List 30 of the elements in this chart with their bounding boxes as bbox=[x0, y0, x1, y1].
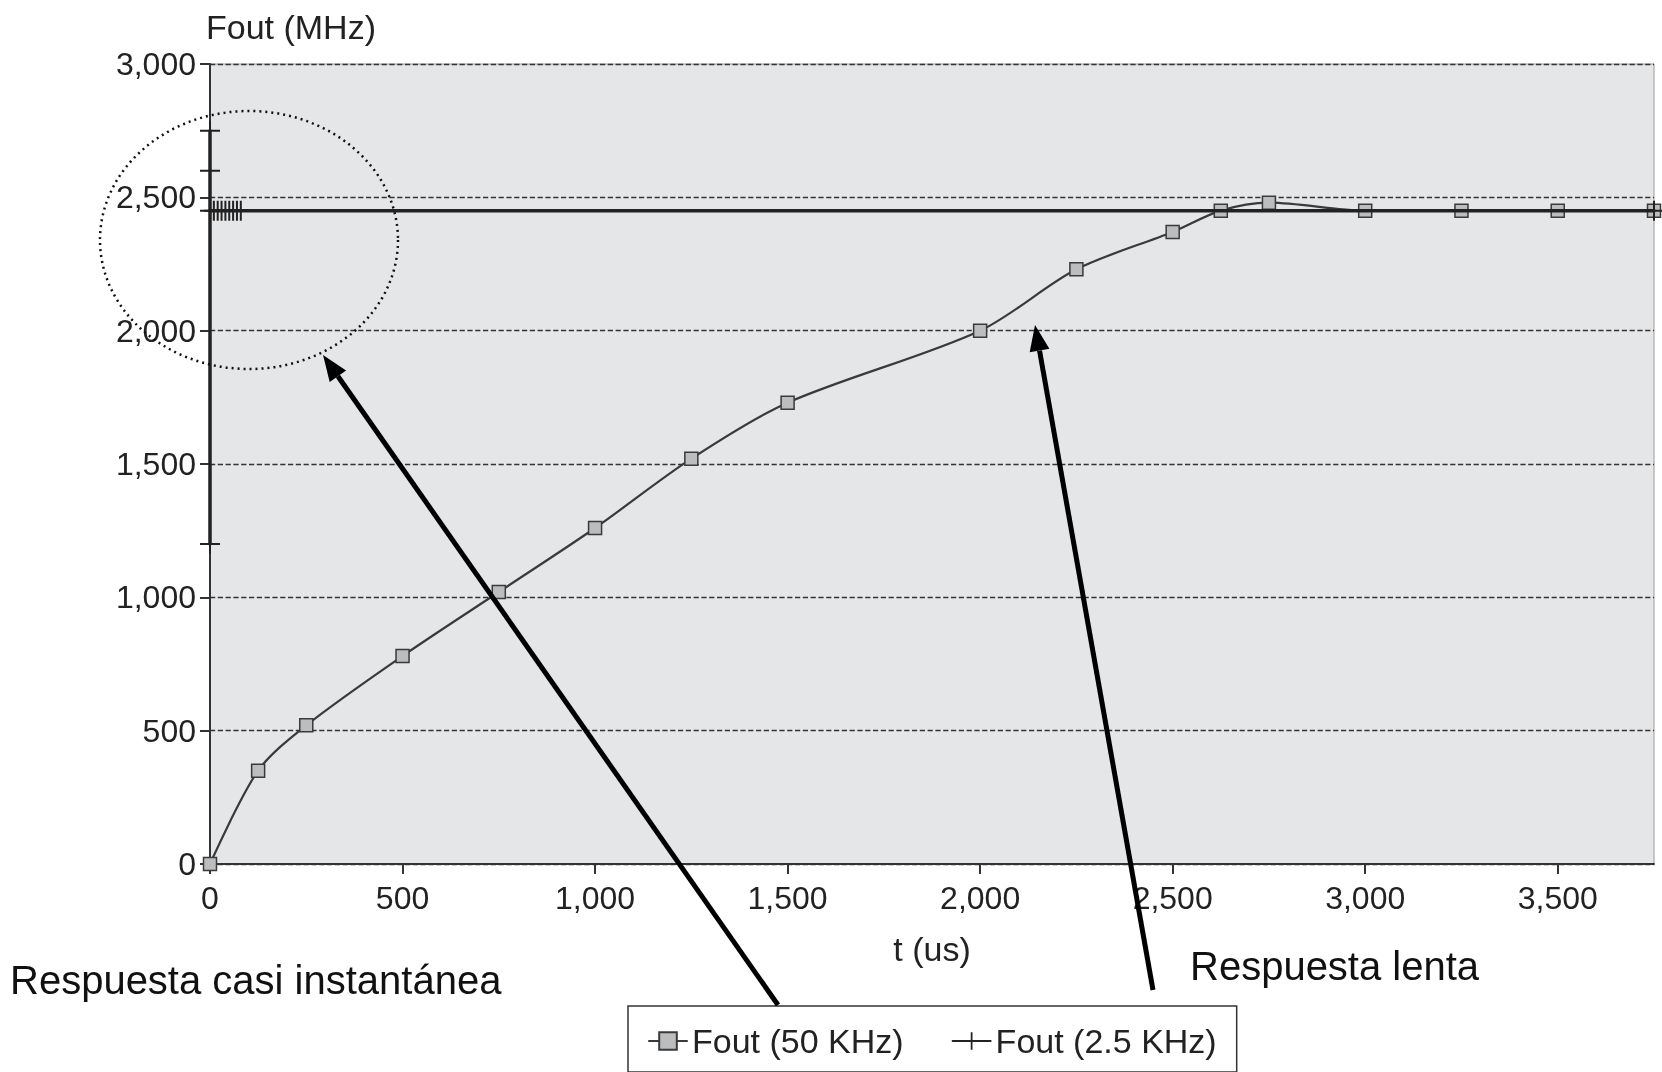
point bbox=[1165, 224, 1180, 240]
point bbox=[250, 763, 266, 778]
point bbox=[972, 323, 988, 338]
point bbox=[684, 451, 699, 466]
y-tick-label: 2,000 bbox=[115, 312, 196, 349]
text: Respuesta casi instantánea bbox=[10, 958, 502, 1003]
point bbox=[395, 648, 410, 664]
x-tick-label: 2,000 bbox=[940, 880, 1021, 916]
legend-label: Fout (2.5 KHz) bbox=[995, 1022, 1217, 1060]
y-tick-label: 1,000 bbox=[115, 579, 196, 616]
y-axis-title: Fout (MHz) bbox=[206, 8, 376, 46]
point bbox=[1261, 195, 1277, 210]
x-tick-label: 1,000 bbox=[555, 880, 636, 916]
x-tick-label: 3,000 bbox=[1325, 880, 1406, 916]
text: Respuesta lenta bbox=[1190, 944, 1480, 989]
y-tick-label: 2,500 bbox=[115, 179, 196, 216]
x-tick-label: 0 bbox=[201, 880, 219, 916]
point bbox=[299, 718, 314, 733]
point bbox=[587, 520, 603, 536]
y-tick-label: 3,000 bbox=[115, 46, 196, 82]
legend-label: Fout (50 KHz) bbox=[692, 1022, 904, 1060]
point bbox=[780, 395, 795, 410]
y-tick-label: 500 bbox=[142, 712, 196, 749]
x-tick-label: 3,500 bbox=[1517, 880, 1598, 916]
y-tick-label: 0 bbox=[178, 846, 196, 882]
x-tick-label: 1,500 bbox=[747, 880, 828, 916]
x-axis-title: t (us) bbox=[893, 930, 971, 968]
y-tick-label: 1,500 bbox=[115, 446, 196, 482]
point bbox=[1069, 262, 1084, 277]
x-tick-label: 500 bbox=[375, 880, 430, 916]
